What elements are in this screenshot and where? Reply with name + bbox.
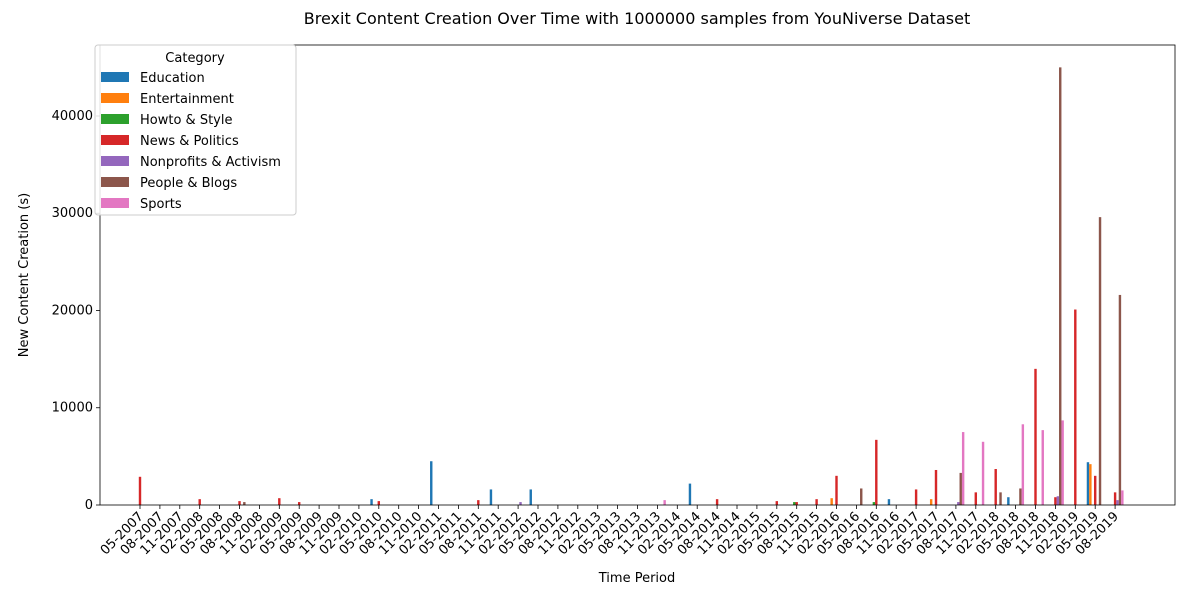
bar: [1019, 488, 1022, 505]
bar: [887, 499, 891, 505]
bar: [1098, 217, 1102, 505]
legend-swatch: [101, 93, 129, 103]
bar: [688, 483, 692, 505]
bar: [1118, 294, 1122, 505]
legend: Category Education Entertainment Howto & St…: [94, 44, 297, 216]
legend-swatch: [101, 72, 129, 82]
y-tick-label: 20000: [52, 303, 93, 318]
y-tick-label: 0: [85, 498, 93, 513]
bar: [1034, 368, 1037, 505]
bar: [198, 499, 201, 505]
y-tick-label: 40000: [52, 109, 93, 124]
bar: [243, 502, 246, 505]
bar: [860, 488, 863, 505]
bar: [914, 489, 918, 505]
legend-label: Entertainment: [140, 92, 234, 107]
y-tick-label: 10000: [52, 401, 93, 416]
legend-label: Nonprofits & Activism: [140, 155, 281, 170]
axes-frame: [99, 44, 1176, 506]
bar: [959, 472, 962, 505]
bar: [994, 469, 997, 505]
bar: [1054, 497, 1057, 505]
bar: [1061, 420, 1064, 505]
legend-label: People & Blogs: [140, 176, 237, 191]
bar: [1059, 67, 1062, 506]
bar: [1074, 309, 1077, 505]
legend-swatch: [101, 198, 129, 208]
bar: [1116, 500, 1119, 505]
bar: [370, 499, 373, 505]
bar: [1007, 497, 1010, 505]
bar: [238, 501, 241, 505]
bar: [1021, 424, 1025, 505]
bar: [974, 492, 978, 505]
bar: [477, 500, 480, 505]
bar: [775, 501, 779, 505]
bar: [981, 441, 985, 505]
bar: [663, 500, 666, 505]
bar: [875, 439, 878, 505]
legend-swatch: [101, 177, 129, 187]
bar: [489, 489, 493, 505]
bar: [1086, 462, 1090, 505]
bar: [872, 502, 876, 505]
bar: [835, 475, 838, 505]
bar: [929, 499, 933, 505]
bar: [1041, 430, 1044, 505]
bar: [830, 498, 833, 505]
legend-box: [94, 44, 297, 216]
bar: [961, 432, 965, 505]
bar: [519, 502, 522, 505]
x-axis-label: Time Period: [598, 571, 675, 586]
bar: [1113, 492, 1117, 505]
y-axis-label: New Content Creation (s): [17, 193, 32, 357]
legend-title: Category: [165, 51, 225, 66]
bar: [529, 489, 532, 505]
bar: [377, 501, 381, 505]
chart-title: Brexit Content Creation Over Time with 1…: [304, 9, 970, 28]
bar: [957, 502, 960, 505]
legend-label: Howto & Style: [140, 113, 232, 128]
bar: [1089, 464, 1092, 505]
bar: [278, 498, 281, 505]
bar: [793, 502, 796, 505]
legend-swatch: [101, 135, 129, 145]
legend-swatch: [101, 114, 129, 124]
bar: [430, 461, 433, 505]
bar: [1056, 496, 1060, 505]
bar: [795, 502, 798, 505]
bar: [1121, 490, 1124, 505]
legend-label: News & Politics: [140, 134, 239, 149]
bar: [297, 502, 301, 505]
bar: [138, 476, 142, 505]
bar: [934, 469, 938, 505]
legend-label: Education: [140, 71, 205, 86]
bar: [815, 499, 818, 505]
y-tick-label: 30000: [52, 206, 93, 221]
legend-label: Sports: [140, 197, 182, 212]
bar: [715, 499, 719, 505]
legend-swatch: [101, 156, 129, 166]
bar: [1093, 475, 1097, 505]
bar: [999, 492, 1002, 505]
